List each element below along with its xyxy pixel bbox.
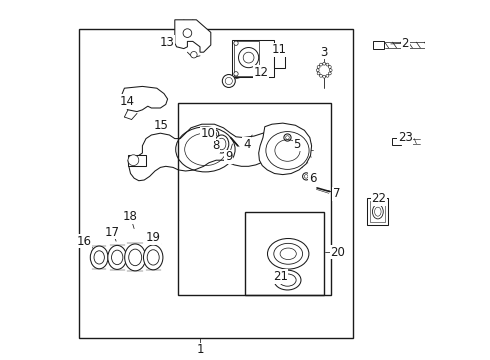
Polygon shape [392, 138, 400, 145]
Polygon shape [259, 123, 312, 175]
Text: 1: 1 [196, 343, 204, 356]
Circle shape [160, 124, 166, 129]
Circle shape [319, 63, 322, 66]
Ellipse shape [274, 270, 301, 290]
Polygon shape [373, 41, 384, 49]
Text: 13: 13 [159, 36, 174, 49]
Circle shape [286, 136, 289, 139]
Circle shape [316, 69, 319, 72]
Ellipse shape [280, 248, 296, 260]
Circle shape [191, 51, 197, 58]
Circle shape [183, 29, 192, 37]
Bar [234, 41, 259, 76]
Circle shape [212, 132, 217, 136]
Ellipse shape [372, 204, 383, 219]
Text: 17: 17 [105, 226, 120, 239]
Circle shape [317, 66, 320, 68]
Text: 3: 3 [320, 46, 328, 59]
Bar [274, 52, 285, 68]
Circle shape [210, 130, 219, 138]
Polygon shape [121, 86, 168, 112]
Circle shape [328, 72, 331, 75]
Text: 7: 7 [333, 187, 341, 200]
Circle shape [158, 122, 168, 131]
Text: 8: 8 [212, 139, 219, 152]
Text: 9: 9 [225, 150, 233, 163]
Circle shape [326, 63, 329, 66]
Bar [79, 29, 353, 338]
Bar [232, 40, 274, 77]
Circle shape [326, 75, 329, 77]
Bar [178, 103, 331, 295]
Circle shape [323, 75, 326, 78]
Circle shape [318, 64, 331, 77]
Circle shape [284, 134, 291, 141]
Ellipse shape [108, 246, 126, 269]
Text: 2: 2 [401, 37, 409, 50]
Ellipse shape [144, 245, 163, 270]
Circle shape [323, 62, 326, 65]
Text: 11: 11 [271, 43, 287, 56]
Text: 23: 23 [398, 131, 413, 144]
Text: 14: 14 [120, 95, 134, 108]
Polygon shape [175, 20, 211, 52]
Circle shape [239, 48, 259, 68]
Circle shape [225, 77, 232, 85]
Polygon shape [128, 124, 277, 181]
Text: 19: 19 [146, 231, 161, 244]
Text: 21: 21 [273, 270, 288, 283]
Circle shape [317, 72, 320, 75]
Text: 5: 5 [294, 138, 301, 150]
Circle shape [243, 52, 254, 63]
Text: 12: 12 [254, 66, 269, 78]
Text: 18: 18 [123, 210, 138, 223]
Text: 15: 15 [154, 119, 169, 132]
Circle shape [319, 75, 322, 77]
Bar [245, 212, 324, 295]
Circle shape [234, 41, 238, 45]
Text: 6: 6 [309, 172, 317, 185]
Ellipse shape [90, 246, 108, 269]
Bar [368, 198, 388, 225]
Circle shape [303, 173, 310, 180]
Text: 22: 22 [371, 192, 387, 205]
Ellipse shape [215, 135, 229, 153]
Text: 16: 16 [76, 235, 91, 248]
Bar [370, 201, 385, 222]
Text: 10: 10 [201, 127, 216, 140]
Circle shape [328, 66, 331, 68]
Ellipse shape [268, 238, 309, 269]
Circle shape [304, 175, 308, 178]
Ellipse shape [124, 244, 146, 271]
Text: 4: 4 [243, 138, 250, 150]
Circle shape [329, 69, 332, 72]
Circle shape [234, 72, 238, 76]
Text: 20: 20 [330, 246, 345, 258]
Bar [128, 155, 146, 166]
Ellipse shape [128, 155, 139, 166]
Circle shape [222, 75, 235, 87]
